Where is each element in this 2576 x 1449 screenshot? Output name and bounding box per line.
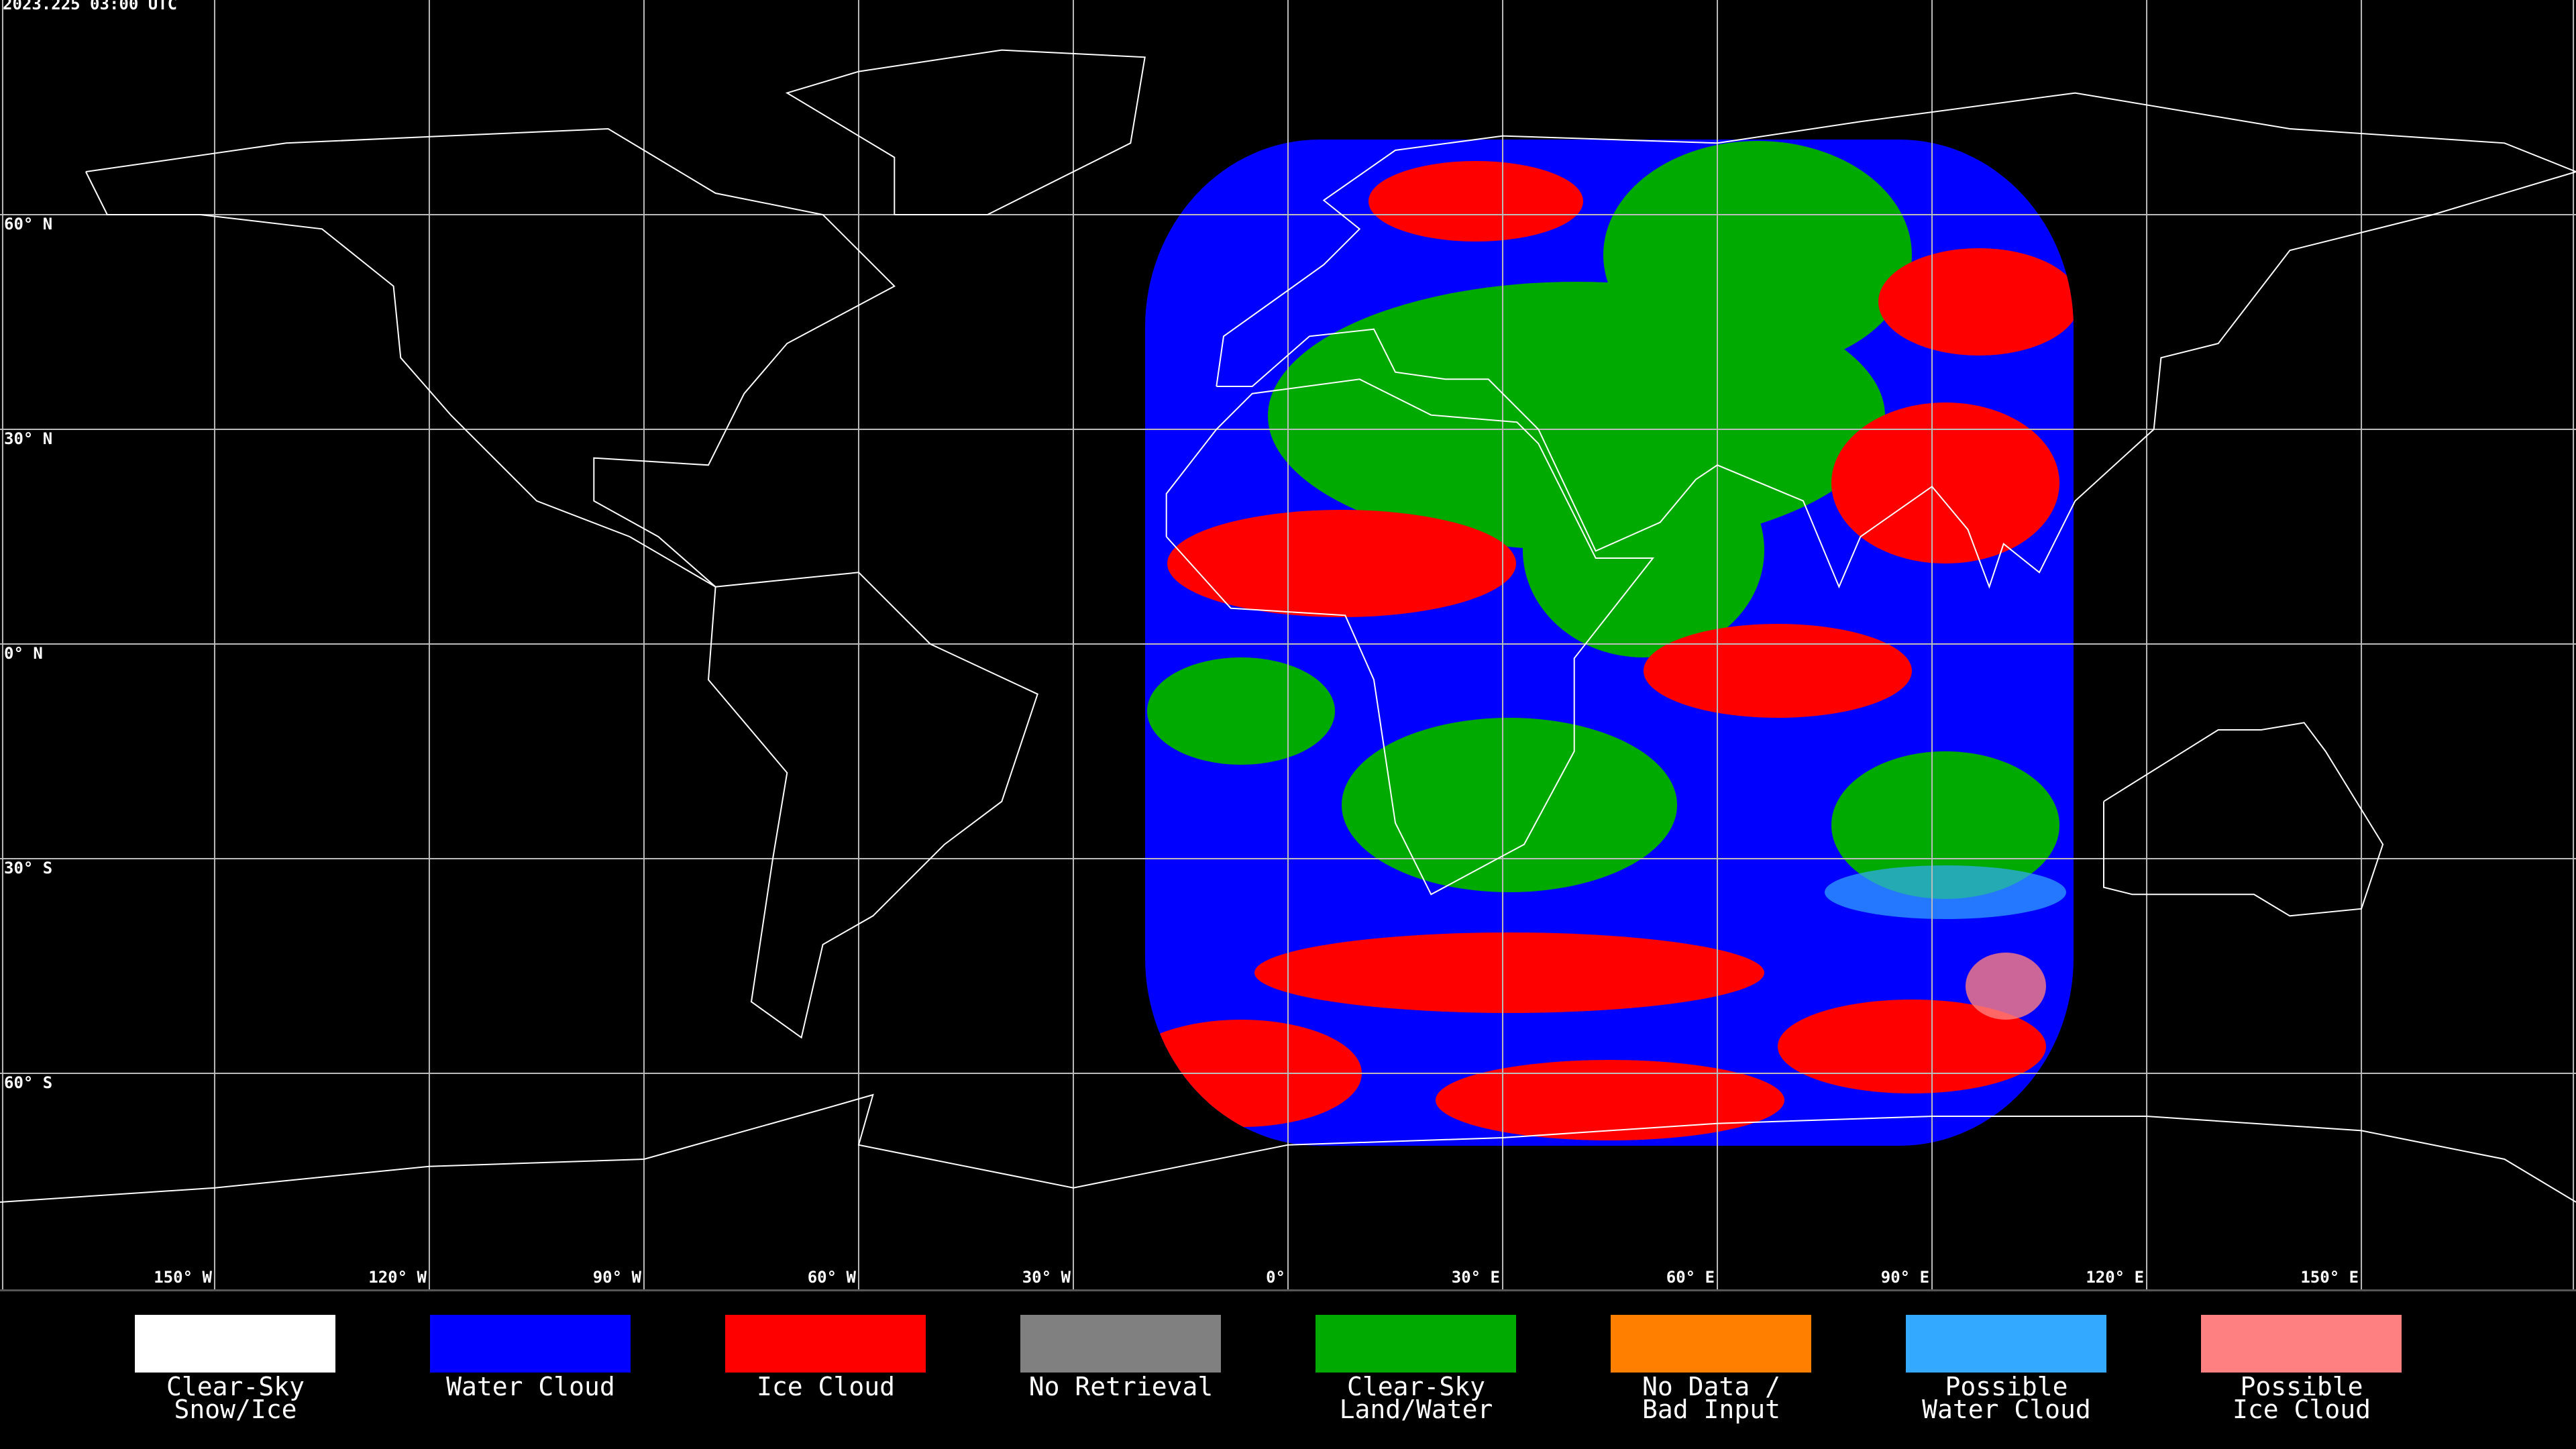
legend-label: Land/Water xyxy=(1340,1395,1493,1424)
legend-label: No Data / xyxy=(1642,1372,1780,1401)
lon-label: 0° xyxy=(1266,1268,1285,1287)
coastline xyxy=(85,127,896,588)
coastline xyxy=(0,1093,2576,1203)
legend-swatch xyxy=(2201,1315,2402,1373)
lat-label: 60° N xyxy=(4,215,52,233)
coastline xyxy=(1216,92,2576,589)
legend-label: Snow/Ice xyxy=(174,1395,297,1424)
legend-swatch xyxy=(135,1315,335,1373)
legend-swatch xyxy=(1020,1315,1221,1373)
legend-label: Ice Cloud xyxy=(757,1372,895,1401)
legend-label: Possible xyxy=(1945,1372,2068,1401)
lon-label: 90° W xyxy=(593,1268,642,1287)
legend-label: No Retrieval xyxy=(1029,1372,1214,1401)
lon-label: 120° E xyxy=(2086,1268,2144,1287)
legend-label: Water Cloud xyxy=(1922,1395,2091,1424)
lon-label: 90° E xyxy=(1881,1268,1929,1287)
legend-label: Water Cloud xyxy=(446,1372,615,1401)
coastline xyxy=(1165,378,1655,896)
lon-label: 60° E xyxy=(1666,1268,1715,1287)
lon-label: 60° W xyxy=(808,1268,857,1287)
coastline xyxy=(785,49,1146,215)
coastline xyxy=(707,572,1038,1039)
satellite-image xyxy=(1145,140,2074,1146)
lon-label: 30° E xyxy=(1452,1268,1500,1287)
legend-label: Ice Cloud xyxy=(2233,1395,2371,1424)
legend-swatch xyxy=(1316,1315,1516,1373)
lat-label: 0° N xyxy=(4,644,43,663)
lon-label: 150° E xyxy=(2300,1268,2359,1287)
legend-label: Possible xyxy=(2240,1372,2363,1401)
legend-label: Clear-Sky xyxy=(1347,1372,1485,1401)
legend-swatch xyxy=(430,1315,631,1373)
legend-label: Clear-Sky xyxy=(166,1372,305,1401)
legend-swatch xyxy=(1906,1315,2106,1373)
lat-label: 30° S xyxy=(4,859,52,877)
lon-label: 120° W xyxy=(368,1268,427,1287)
divider xyxy=(0,1289,2576,1291)
legend-swatch xyxy=(1611,1315,1811,1373)
lat-label: 30° N xyxy=(4,429,52,448)
lon-label: 150° W xyxy=(154,1268,212,1287)
coastlines xyxy=(0,49,2576,1203)
graticule: 60° N 30° N 0° N 30° S 60° S 150° W 120° W 90° … xyxy=(0,0,2576,1289)
legend-swatch xyxy=(725,1315,926,1373)
lon-label: 30° W xyxy=(1022,1268,1071,1287)
legend-label: Bad Input xyxy=(1642,1395,1780,1424)
timestamp: 2023.225 03:00 UTC xyxy=(3,0,177,13)
coastline xyxy=(2103,722,2384,917)
lat-label: 60° S xyxy=(4,1073,52,1092)
